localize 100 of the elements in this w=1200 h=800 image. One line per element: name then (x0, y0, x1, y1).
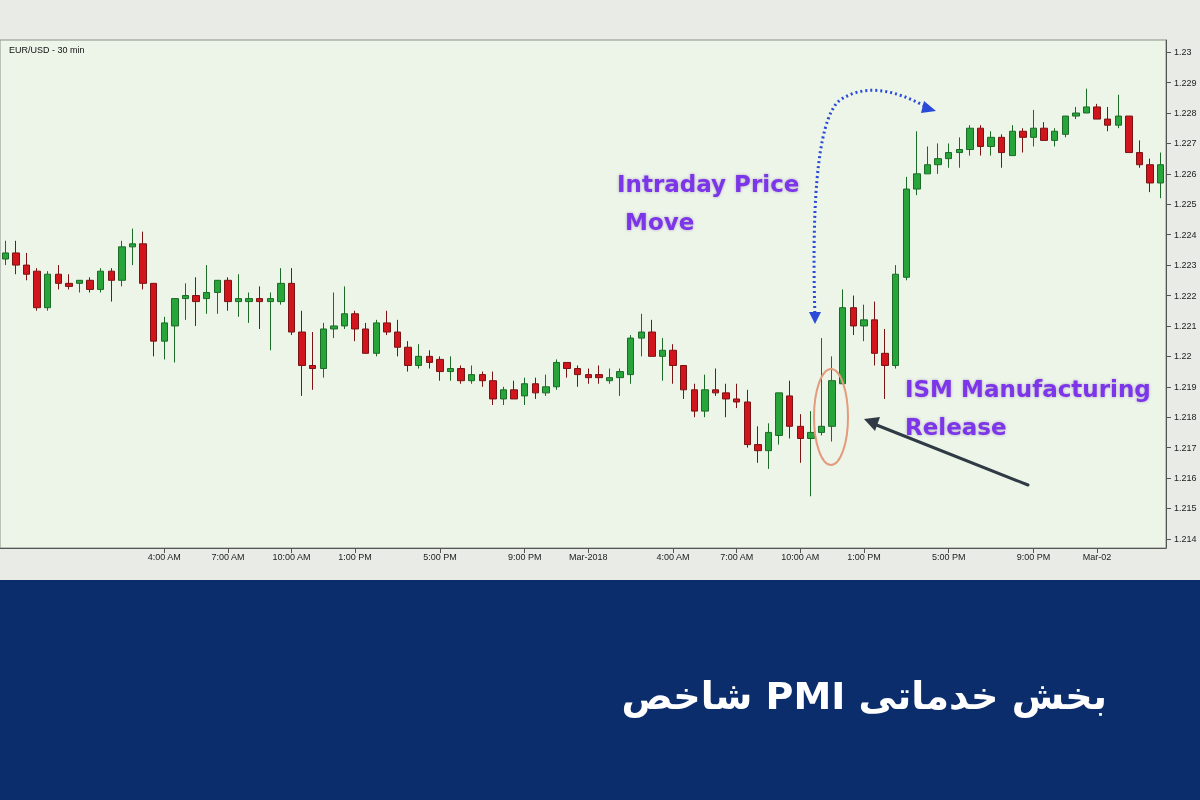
candlestick (966, 124, 974, 157)
candlestick (924, 145, 931, 175)
candlestick (500, 386, 507, 406)
candlestick (489, 371, 497, 406)
candlestick (1136, 139, 1143, 169)
candlestick (277, 267, 285, 306)
candlestick (977, 124, 984, 157)
y-tick-label: 1.221 (1174, 320, 1197, 331)
candlestick (404, 340, 412, 373)
y-tick-label: 1.225 (1174, 199, 1197, 210)
candlestick (638, 313, 645, 357)
candlestick (532, 377, 539, 400)
candlestick (150, 282, 157, 357)
candlestick (574, 364, 581, 388)
candlestick (1040, 121, 1048, 141)
candlestick (298, 310, 306, 397)
candlestick (807, 410, 815, 497)
candlestick (256, 285, 263, 330)
x-tick-label: 9:00 PM (1016, 551, 1051, 562)
candlestick (956, 136, 963, 169)
candlestick (129, 228, 136, 266)
y-tick-label: 1.215 (1174, 503, 1197, 514)
candlestick (934, 142, 942, 175)
candlestick (245, 291, 253, 324)
x-tick-label: 1:00 PM (847, 551, 881, 562)
candlestick (235, 273, 242, 318)
candlestick (1072, 106, 1080, 120)
y-tick-label: 1.218 (1174, 412, 1197, 423)
candlestick (320, 322, 327, 379)
candlestick (680, 364, 687, 400)
candlestick (86, 276, 94, 293)
candlestick (436, 355, 444, 382)
x-tick-label: 9:00 PM (507, 551, 542, 562)
candlestick (818, 337, 825, 436)
y-tick-label: 1.23 (1174, 47, 1192, 58)
candlestick (2, 240, 9, 266)
candlestick (860, 304, 868, 342)
candlestick (1030, 109, 1037, 147)
candlestick (1125, 115, 1133, 154)
text: شاخص PMI بخش خدماتی (621, 674, 1108, 718)
candlestick (786, 380, 793, 439)
candlestick (648, 319, 656, 357)
candlestick (606, 368, 613, 385)
y-tick-label: 1.217 (1174, 442, 1197, 453)
candlestick (362, 322, 369, 354)
candlestick (510, 380, 518, 400)
candlestick (373, 319, 380, 357)
candlestick (76, 279, 83, 293)
candlestick (1083, 88, 1090, 114)
candlestick (468, 364, 475, 385)
candlestick (1157, 152, 1164, 199)
candlestick (1019, 127, 1027, 154)
x-tick-label: 1:00 PM (338, 551, 372, 562)
candlestick (733, 383, 740, 409)
candlestick (945, 142, 952, 169)
candlestick (447, 355, 454, 382)
candlestick (585, 368, 592, 385)
candlestick (1104, 106, 1111, 132)
annotation: Intraday Price Move (617, 171, 800, 235)
candlestick (341, 285, 348, 330)
candlestick (192, 276, 200, 327)
candlestick (521, 377, 528, 406)
candlestick (118, 240, 126, 287)
candlestick (44, 270, 51, 312)
candlestick (659, 337, 666, 382)
y-tick-label: 1.223 (1174, 260, 1197, 271)
candlestick (1093, 103, 1101, 120)
candlestick (744, 389, 751, 449)
x-tick-label: Mar-02 (1082, 551, 1112, 562)
candlestick (987, 130, 995, 157)
candlestick (839, 288, 846, 385)
candlestick (669, 343, 677, 385)
y-tick-label: 1.227 (1174, 138, 1197, 149)
candlestick (55, 264, 62, 290)
candlestick (1062, 115, 1069, 138)
candlestick (616, 368, 624, 397)
candlestick (765, 422, 772, 470)
candlestick (288, 267, 295, 336)
y-tick-label: 1.22 (1174, 351, 1192, 362)
candlestick (415, 343, 422, 370)
candlestick (701, 374, 709, 418)
candlestick (457, 364, 465, 385)
x-tick-label: 4:00 AM (656, 551, 690, 562)
y-tick-label: 1.228 (1174, 108, 1197, 119)
candlestick (627, 334, 634, 385)
y-tick-label: 1.219 (1174, 381, 1197, 392)
candlestick (33, 267, 41, 312)
y-tick-label: 1.226 (1174, 168, 1197, 179)
candlestick (12, 240, 20, 275)
candlestick (1009, 124, 1016, 157)
candlestick (797, 413, 804, 464)
candlestick (214, 279, 221, 315)
y-tick-label: 1.216 (1174, 473, 1197, 484)
y-tick-label: 1.224 (1174, 229, 1197, 240)
candlestick (1146, 158, 1154, 193)
candlestick (394, 319, 401, 357)
candlestick (426, 349, 433, 370)
candlestick (97, 267, 104, 293)
x-tick-label: 5:00 PM (931, 551, 966, 562)
candlestick (23, 252, 30, 281)
